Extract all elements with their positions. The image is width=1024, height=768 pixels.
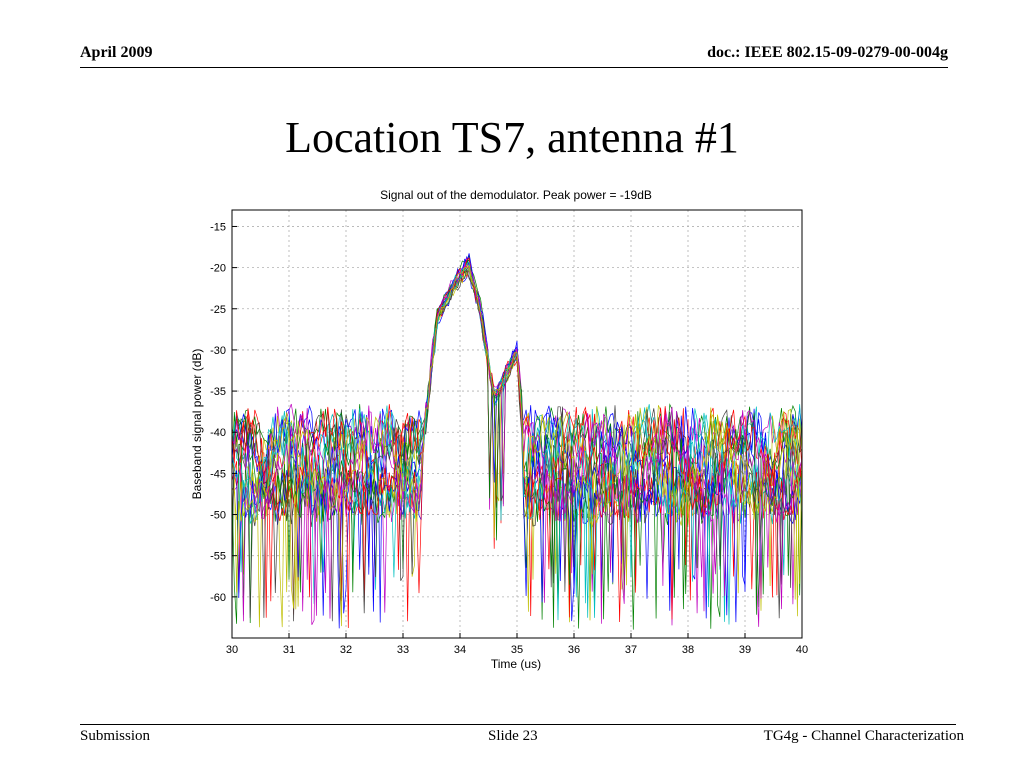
header-rule xyxy=(80,67,948,68)
y-tick-label: -20 xyxy=(210,263,226,275)
x-tick-label: 31 xyxy=(283,644,295,656)
y-tick-label: -30 xyxy=(210,345,226,357)
y-tick-label: -50 xyxy=(210,510,226,522)
y-tick-label: -45 xyxy=(210,468,226,480)
slide-title: Location TS7, antenna #1 xyxy=(285,113,739,162)
chart-container: Signal out of the demodulator. Peak powe… xyxy=(180,182,820,678)
x-tick-label: 33 xyxy=(397,644,409,656)
x-tick-label: 40 xyxy=(796,644,808,656)
chart-title: Signal out of the demodulator. Peak powe… xyxy=(380,188,652,202)
x-tick-label: 37 xyxy=(625,644,637,656)
x-tick-label: 36 xyxy=(568,644,580,656)
header-doc-id: doc.: IEEE 802.15-09-0279-00-004g xyxy=(707,44,948,61)
x-axis-label: Time (us) xyxy=(491,657,541,671)
y-tick-label: -55 xyxy=(210,551,226,563)
x-tick-label: 38 xyxy=(682,644,694,656)
axis-ticks: 30 31 32 33 34 35 36 37 38 39 40 -15 -20 -25 -30 -35 -40… xyxy=(210,221,808,656)
y-tick-label: -15 xyxy=(210,221,226,233)
header-date: April 2009 xyxy=(80,44,153,61)
series-group xyxy=(231,253,803,630)
series-line xyxy=(231,265,803,627)
line-chart: Signal out of the demodulator. Peak powe… xyxy=(190,188,808,671)
x-tick-label: 34 xyxy=(454,644,466,656)
y-tick-label: -60 xyxy=(210,592,226,604)
footer-group-name: TG4g - Channel Characterization xyxy=(763,728,964,744)
footer-slide-number: Slide 23 xyxy=(488,728,538,744)
footer-rule xyxy=(80,724,956,725)
x-tick-label: 35 xyxy=(511,644,523,656)
x-tick-label: 30 xyxy=(226,644,238,656)
footer-submission: Submission xyxy=(80,728,151,744)
y-tick-label: -35 xyxy=(210,386,226,398)
y-axis-label: Baseband signal power (dB) xyxy=(190,349,204,500)
y-tick-label: -25 xyxy=(210,304,226,316)
y-tick-label: -40 xyxy=(210,427,226,439)
x-tick-label: 32 xyxy=(340,644,352,656)
x-tick-label: 39 xyxy=(739,644,751,656)
